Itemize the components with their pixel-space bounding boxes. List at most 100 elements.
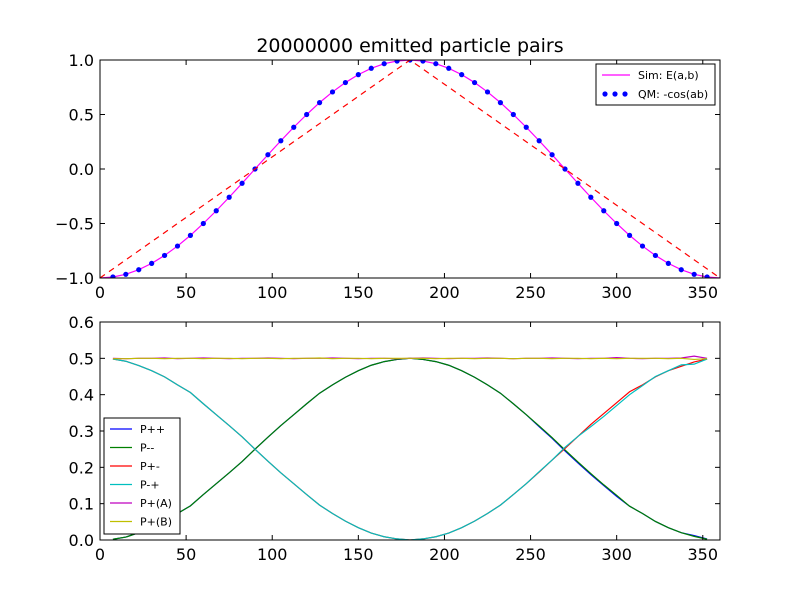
data-point — [626, 232, 633, 238]
x-tick-label: 50 — [176, 283, 196, 302]
legend-label: P-+ — [140, 479, 160, 492]
legend-label: P++ — [140, 423, 165, 436]
x-tick-label: 150 — [343, 283, 374, 302]
data-point — [355, 72, 361, 78]
data-point — [381, 61, 387, 67]
chart0-series-1-points — [110, 60, 710, 278]
chart0-series-2-line — [100, 60, 720, 278]
data-point — [497, 100, 504, 106]
data-point — [433, 61, 439, 67]
data-point — [316, 100, 323, 106]
x-tick-label: 100 — [257, 283, 288, 302]
legend-marker — [622, 91, 628, 97]
data-point — [639, 243, 646, 249]
data-point — [368, 65, 374, 71]
x-tick-label: 50 — [176, 545, 196, 564]
legend-marker — [612, 91, 618, 97]
legend-entry: P-- — [110, 442, 154, 455]
legend-marker — [602, 91, 608, 97]
y-tick-label: 1.0 — [69, 51, 94, 70]
chart1-series-5-line — [112, 357, 708, 361]
data-point — [691, 271, 697, 277]
y-tick-label: 0.2 — [69, 458, 94, 477]
x-tick-label: 250 — [515, 545, 546, 564]
data-point — [588, 194, 594, 200]
y-tick-label: 0.5 — [69, 349, 94, 368]
data-point — [536, 138, 542, 144]
data-point — [484, 89, 491, 95]
data-point — [161, 252, 168, 259]
legend-entry: P++ — [110, 423, 165, 436]
bottom-series-layer — [112, 355, 708, 540]
legend-label: P-- — [140, 442, 154, 455]
legend-label: Sim: E(a,b) — [638, 69, 699, 82]
data-point — [304, 111, 310, 118]
legend-entry: P+(B) — [110, 516, 172, 529]
data-point — [136, 267, 142, 273]
legend-label: P+- — [140, 460, 160, 473]
top-axis-ticks: 0 50 100 150 200 250 300 350 −1.0 −0.5 0.0 0.5 1.0 — [55, 51, 720, 302]
data-point — [549, 152, 555, 158]
data-point — [575, 180, 581, 186]
top-legend: Sim: E(a,b) QM: -cos(ab) — [595, 63, 716, 106]
x-tick-label: 200 — [429, 545, 460, 564]
data-point — [291, 124, 297, 130]
top-subplot: 20000000 emitted particle pairs 0 50 100 15… — [55, 35, 721, 302]
y-tick-label: 0.6 — [69, 313, 94, 332]
data-point — [123, 271, 129, 277]
data-point — [446, 65, 452, 71]
data-point — [200, 220, 206, 227]
data-point — [665, 260, 671, 266]
data-point — [174, 243, 181, 249]
legend-entry: P+- — [110, 460, 160, 473]
legend-entry: QM: -cos(ab) — [602, 88, 708, 101]
y-tick-label: −1.0 — [55, 269, 94, 288]
x-tick-label: 300 — [601, 283, 632, 302]
x-tick-label: 150 — [343, 545, 374, 564]
data-point — [226, 194, 232, 200]
legend-entry: P-+ — [110, 479, 160, 492]
legend-box — [103, 417, 181, 535]
legend-label: QM: -cos(ab) — [638, 88, 708, 101]
data-point — [471, 79, 478, 86]
x-tick-label: 250 — [515, 283, 546, 302]
x-tick-label: 0 — [95, 545, 105, 564]
y-tick-label: 0.0 — [69, 531, 94, 550]
data-point — [213, 208, 219, 214]
data-point — [278, 138, 284, 144]
data-point — [342, 79, 349, 86]
data-point — [329, 89, 336, 95]
x-tick-label: 300 — [601, 545, 632, 564]
legend-label: P+(A) — [140, 497, 172, 510]
data-point — [510, 111, 516, 118]
data-point — [239, 180, 245, 186]
data-point — [704, 274, 710, 278]
legend-box — [595, 63, 716, 106]
data-point — [110, 274, 116, 278]
data-point — [678, 267, 684, 273]
x-tick-label: 0 — [95, 283, 105, 302]
data-point — [265, 152, 271, 158]
data-point — [523, 124, 529, 130]
y-tick-label: 0.1 — [69, 495, 94, 514]
x-tick-label: 350 — [688, 545, 719, 564]
top-series-layer — [100, 60, 720, 278]
bottom-subplot: 0 50 100 150 200 250 300 350 0.0 0.1 0.2 0.3 0.4 0.5 0… — [69, 313, 721, 564]
bottom-legend: P++ P-- P+- P-+ P+(A) P+(B) — [103, 417, 181, 535]
bottom-axis-ticks: 0 50 100 150 200 250 300 350 0.0 0.1 0.2 0.3 0.4 0.5 0… — [69, 313, 720, 564]
data-point — [459, 72, 465, 78]
x-tick-label: 350 — [688, 283, 719, 302]
data-point — [149, 260, 155, 266]
data-point — [394, 60, 400, 64]
y-tick-label: 0.0 — [69, 160, 94, 179]
y-tick-label: −0.5 — [55, 215, 94, 234]
legend-entry: P+(A) — [110, 497, 172, 510]
chart1-series-3-line — [112, 358, 708, 540]
data-point — [652, 252, 659, 259]
legend-label: P+(B) — [140, 516, 172, 529]
x-tick-label: 100 — [257, 545, 288, 564]
data-point — [187, 232, 194, 238]
y-tick-label: 0.5 — [69, 106, 94, 125]
data-point — [420, 60, 426, 64]
